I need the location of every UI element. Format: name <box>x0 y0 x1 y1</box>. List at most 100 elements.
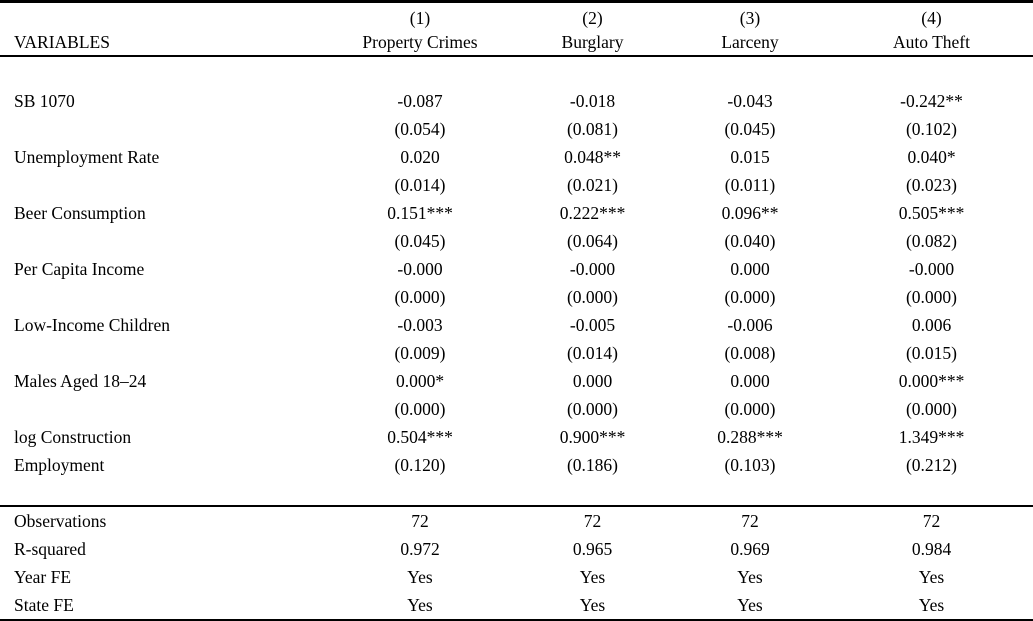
table-row-year-fe: Year FE Yes Yes Yes Yes <box>0 563 1033 591</box>
row-label-cont <box>0 395 325 423</box>
row-label-cont <box>0 283 325 311</box>
se-cell: (0.008) <box>724 342 776 363</box>
se-cell: (0.014) <box>394 174 446 195</box>
row-label: Males Aged 18–24 <box>14 370 147 391</box>
row-label-cont <box>0 171 325 199</box>
coefficient-cell: -0.003 <box>397 314 443 335</box>
coefficient-cell: -0.000 <box>569 258 616 279</box>
header-empty-cell <box>0 2 325 30</box>
row-label: Year FE <box>14 566 72 587</box>
coefficient-cell: -0.018 <box>569 90 616 111</box>
coefficient-cell: -0.005 <box>569 314 616 335</box>
se-cell: (0.000) <box>724 286 776 307</box>
spacer-cell <box>0 479 1033 507</box>
row-label-cont <box>0 339 325 367</box>
stat-cell: 72 <box>922 510 941 531</box>
coefficient-cell: 0.000 <box>572 370 613 391</box>
stat-cell: 0.972 <box>400 538 440 559</box>
stat-cell: 72 <box>741 510 759 531</box>
table-row-males: Males Aged 18–24 0.000* 0.000 0.000 0.00… <box>0 367 1033 395</box>
table-row-rsquared: R-squared 0.972 0.965 0.969 0.984 <box>0 535 1033 563</box>
model-number: (4) <box>921 8 942 28</box>
se-cell: (0.021) <box>566 174 619 195</box>
se-cell: (0.000) <box>905 286 958 307</box>
header-model-numbers-row: (1) (2) (3) (4) <box>0 2 1033 30</box>
coefficient-cell: -0.000 <box>908 258 955 279</box>
se-cell: (0.000) <box>394 398 446 419</box>
coefficient-cell: 0.900*** <box>559 426 626 447</box>
coefficient-cell: 0.048** <box>564 146 621 167</box>
table-row-unemployment-se: (0.014) (0.021) (0.011) (0.023) <box>0 171 1033 199</box>
se-cell: (0.103) <box>724 454 776 475</box>
stat-cell: Yes <box>737 566 763 587</box>
coefficient-cell: -0.043 <box>727 90 773 111</box>
se-cell: (0.023) <box>905 174 958 195</box>
se-cell: (0.000) <box>566 398 619 419</box>
coefficient-cell: -0.006 <box>727 314 773 335</box>
se-cell: (0.000) <box>566 286 619 307</box>
coefficient-cell: 0.000 <box>730 370 770 391</box>
se-cell: (0.000) <box>905 398 958 419</box>
header-column-names-row: VARIABLES Property Crimes Burglary Larce… <box>0 29 1033 57</box>
se-cell: (0.120) <box>394 454 446 475</box>
row-label: Observations <box>14 510 107 531</box>
table-row-beer: Beer Consumption 0.151*** 0.222*** 0.096… <box>0 199 1033 227</box>
column-header: Larceny <box>670 29 830 57</box>
se-cell: (0.081) <box>566 118 619 139</box>
se-cell: (0.102) <box>905 118 958 139</box>
se-cell: (0.082) <box>905 230 958 251</box>
stat-cell: Yes <box>407 594 433 615</box>
table-row-state-fe: State FE Yes Yes Yes Yes <box>0 591 1033 621</box>
coefficient-cell: -0.242** <box>900 90 963 111</box>
se-cell: (0.212) <box>905 454 958 475</box>
variables-header: VARIABLES <box>0 29 325 57</box>
se-cell: (0.015) <box>905 342 958 363</box>
stat-cell: 0.969 <box>730 538 770 559</box>
row-label: State FE <box>14 594 74 615</box>
row-label: R-squared <box>14 538 86 559</box>
column-header: Property Crimes <box>325 29 515 57</box>
coefficient-cell: 0.151*** <box>387 202 453 223</box>
coefficient-cell: 0.504*** <box>387 426 453 447</box>
stat-cell: Yes <box>918 566 945 587</box>
coefficient-cell: 1.349*** <box>898 426 965 447</box>
stat-cell: Yes <box>737 594 763 615</box>
row-label: Per Capita Income <box>14 258 145 279</box>
stat-cell: Yes <box>579 594 606 615</box>
coefficient-cell: 0.505*** <box>898 202 965 223</box>
model-number: (1) <box>409 8 431 28</box>
spacer-row <box>0 56 1033 87</box>
table-row-sb1070: SB 1070 -0.087 -0.018 -0.043 -0.242** <box>0 87 1033 115</box>
spacer-row <box>0 479 1033 507</box>
coefficient-cell: 0.040* <box>907 146 956 167</box>
se-cell: (0.000) <box>724 398 776 419</box>
row-label: Beer Consumption <box>14 202 146 223</box>
se-cell: (0.040) <box>724 230 776 251</box>
model-number: (2) <box>582 8 603 28</box>
coefficient-cell: 0.015 <box>730 146 770 167</box>
coefficient-cell: 0.000*** <box>898 370 965 391</box>
table-row-unemployment: Unemployment Rate 0.020 0.048** 0.015 0.… <box>0 143 1033 171</box>
table-row-children-se: (0.009) (0.014) (0.008) (0.015) <box>0 339 1033 367</box>
stat-cell: Yes <box>579 566 606 587</box>
row-label-cont <box>0 115 325 143</box>
row-label-cont <box>0 227 325 255</box>
table-row-income-se: (0.000) (0.000) (0.000) (0.000) <box>0 283 1033 311</box>
coefficient-cell: 0.006 <box>911 314 952 335</box>
se-cell: (0.014) <box>566 342 619 363</box>
coefficient-cell: 0.000* <box>395 370 445 391</box>
se-cell: (0.009) <box>394 342 446 363</box>
se-cell: (0.064) <box>566 230 619 251</box>
table-row-observations: Observations 72 72 72 72 <box>0 506 1033 535</box>
row-label: Unemployment Rate <box>14 146 160 167</box>
coefficient-cell: 0.096** <box>721 202 779 223</box>
table-row-children: Low-Income Children -0.003 -0.005 -0.006… <box>0 311 1033 339</box>
row-label: Low-Income Children <box>14 314 170 335</box>
se-cell: (0.186) <box>566 454 619 475</box>
table-row-sb1070-se: (0.054) (0.081) (0.045) (0.102) <box>0 115 1033 143</box>
row-label: log Construction <box>14 426 132 447</box>
coefficient-cell: 0.288*** <box>717 426 783 447</box>
stat-cell: Yes <box>407 566 433 587</box>
